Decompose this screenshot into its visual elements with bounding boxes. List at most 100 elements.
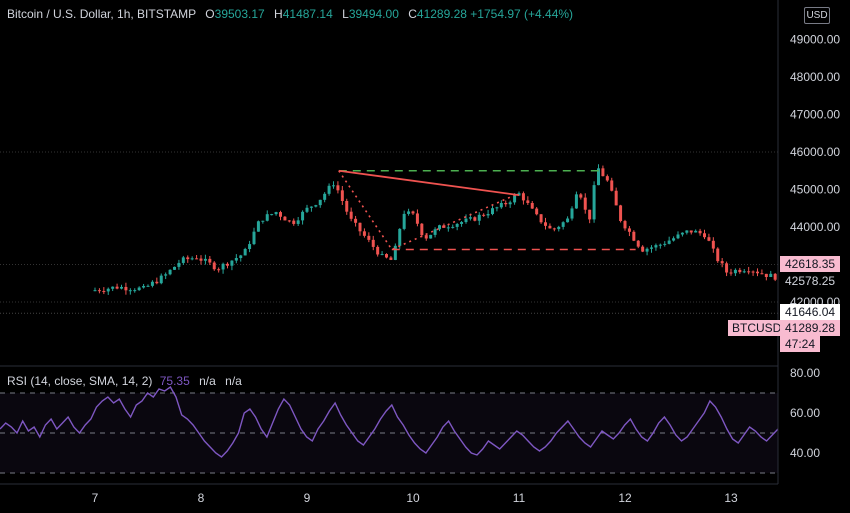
candle-body <box>97 290 101 292</box>
candle-body <box>729 272 733 274</box>
candle-body <box>667 240 671 244</box>
candle-body <box>438 225 441 230</box>
candle-body <box>570 208 574 219</box>
candle-body <box>707 237 711 241</box>
candle-body <box>398 228 402 246</box>
price-tick-label: 48000.00 <box>790 70 840 84</box>
time-tick-label: 7 <box>92 491 99 505</box>
candle-body <box>415 213 419 224</box>
candle-body <box>203 258 207 261</box>
candle-body <box>287 220 291 222</box>
candle-body <box>592 185 596 220</box>
candle-body <box>411 211 415 214</box>
candle-body <box>773 273 777 280</box>
price-tick-label: 47000.00 <box>790 108 840 122</box>
candle-body <box>115 286 119 289</box>
candle-body <box>486 214 490 216</box>
price-tag-level-high: 42618.35 <box>780 256 841 272</box>
rsi-tick-label: 40.00 <box>790 446 820 460</box>
price-tag-level-low: 41646.04 <box>780 304 841 320</box>
candle-body <box>552 228 556 230</box>
chart-grid <box>0 151 778 314</box>
rsi-legend: RSI (14, close, SMA, 14, 2) 75.35 n/a n/… <box>7 374 242 388</box>
candle-body <box>239 255 243 259</box>
candle-body <box>557 226 561 230</box>
candle-body <box>764 273 768 278</box>
candle-body <box>234 258 238 261</box>
rsi-value: 75.35 <box>159 374 190 388</box>
candle-body <box>173 266 176 270</box>
candle-body <box>747 271 751 273</box>
candle-body <box>133 290 137 292</box>
candle-body <box>632 231 636 241</box>
candle-body <box>362 231 366 236</box>
candle-body <box>93 290 97 292</box>
candle-body <box>292 220 296 224</box>
candle-body <box>676 234 680 239</box>
candle-body <box>155 281 159 284</box>
candle-body <box>283 216 287 221</box>
candle-body <box>694 230 698 233</box>
candle-body <box>327 185 331 194</box>
candle-body <box>142 285 146 288</box>
candle-body <box>279 212 282 217</box>
candle-body <box>513 195 517 203</box>
candle-body <box>698 230 702 234</box>
time-tick-label: 13 <box>724 491 738 505</box>
time-tick-label: 8 <box>198 491 205 505</box>
candle-body <box>190 258 194 260</box>
low-label: L <box>342 7 349 21</box>
candle-body <box>349 211 353 219</box>
currency-button[interactable]: USD <box>804 7 830 24</box>
candle-body <box>672 238 676 241</box>
candle-body <box>716 248 720 262</box>
candle-body <box>137 287 141 291</box>
candle-body <box>309 206 313 208</box>
countdown-tag: 47:24 <box>780 336 821 352</box>
candle-body <box>274 212 278 215</box>
candle-body <box>314 205 318 207</box>
rsi-band-fill <box>0 393 778 473</box>
time-tick-label: 10 <box>406 491 420 505</box>
candle-body <box>583 197 587 210</box>
candle-body <box>720 261 724 264</box>
candle-body <box>371 239 375 247</box>
price-tick-label: 44000.00 <box>790 220 840 234</box>
candle-body <box>252 231 256 245</box>
candle-body <box>597 168 600 186</box>
rsi-na-2: n/a <box>225 374 242 388</box>
candle-body <box>336 185 340 191</box>
candle-body <box>468 217 472 219</box>
rsi-label: RSI (14, close, SMA, 14, 2) <box>7 374 153 388</box>
candle-body <box>627 228 631 232</box>
candle-body <box>124 286 128 291</box>
candle-body <box>376 246 380 255</box>
candle-body <box>623 221 627 229</box>
candle-body <box>120 286 123 289</box>
rsi-na-1: n/a <box>199 374 216 388</box>
candle-body <box>680 232 684 235</box>
candle-body <box>380 254 384 256</box>
candle-body <box>150 281 154 286</box>
candle-body <box>345 200 349 212</box>
candle-body <box>305 207 309 212</box>
wedge-lower-line <box>338 170 520 251</box>
candle-body <box>614 190 618 206</box>
candle-body <box>177 262 181 267</box>
pattern-drawings <box>338 169 636 251</box>
candle-body <box>199 258 203 261</box>
symbol-tag: BTCUSD <box>728 320 786 336</box>
candle-body <box>711 240 715 249</box>
candle-body <box>561 222 565 227</box>
time-tick-label: 12 <box>618 491 632 505</box>
candle-body <box>358 222 362 232</box>
high-label: H <box>274 7 283 21</box>
candle-body <box>725 263 729 273</box>
candle-body <box>756 271 759 274</box>
low-value: 39494.00 <box>348 7 399 21</box>
candle-body <box>256 221 260 232</box>
candle-body <box>610 180 614 191</box>
rsi-tick-label: 60.00 <box>790 406 820 420</box>
candle-body <box>102 291 106 293</box>
